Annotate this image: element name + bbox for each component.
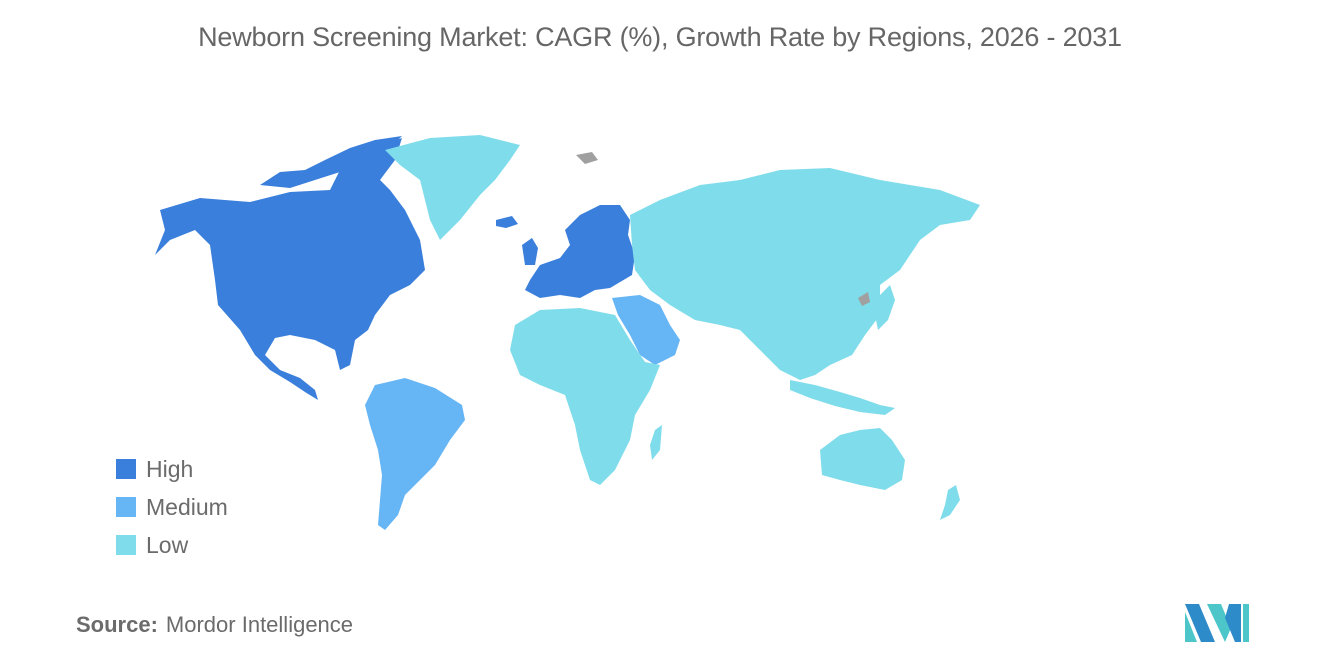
region-africa [510,308,660,485]
region-australia [820,428,905,490]
region-iceland [496,216,518,228]
region-middle-east [612,295,680,365]
region-canada-arctic [260,136,402,188]
region-greenland [385,135,520,240]
region-north-america [155,138,425,400]
region-europe [525,205,635,298]
legend-label: High [146,455,194,482]
region-southeast-asia [790,380,895,415]
region-madagascar [650,425,662,460]
legend-label: Low [146,531,189,558]
legend-swatch-medium [116,497,136,517]
legend-swatch-low [116,535,136,555]
region-asia [630,168,980,380]
chart-title: Newborn Screening Market: CAGR (%), Grow… [198,22,1122,52]
source-attribution: Source: Mordor Intelligence [76,612,353,638]
source-value: Mordor Intelligence [165,612,354,637]
source-label: Source: [76,612,158,637]
legend-swatch-high [116,459,136,479]
region-uk [522,238,538,265]
legend-label: Medium [146,493,228,520]
region-japan [875,285,895,330]
mordor-intelligence-logo-icon [1185,604,1249,642]
world-map [155,135,980,530]
legend-item-low: Low [116,526,228,564]
region-north-korea [858,292,870,306]
legend-item-medium: Medium [116,488,228,526]
legend-item-high: High [116,450,228,488]
region-new-zealand [940,485,960,520]
map-legend: High Medium Low [116,450,228,564]
region-svalbard [576,152,598,164]
region-south-america [365,378,465,530]
